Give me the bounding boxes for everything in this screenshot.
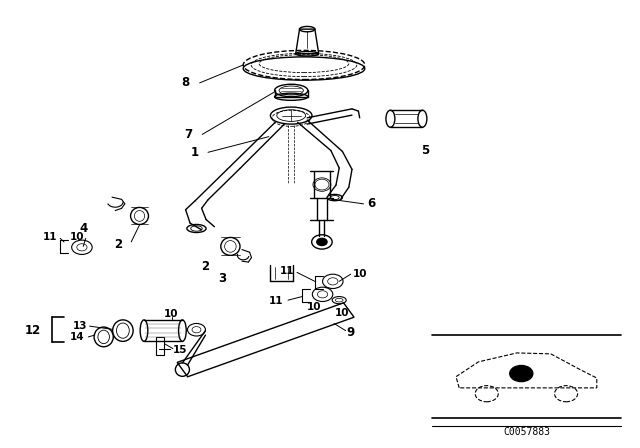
- Text: 11: 11: [280, 266, 294, 276]
- Text: 11: 11: [269, 296, 284, 306]
- Text: 15: 15: [173, 345, 188, 355]
- Text: 11: 11: [43, 232, 57, 241]
- Text: 1: 1: [191, 146, 199, 159]
- Circle shape: [509, 366, 532, 382]
- Text: 10: 10: [335, 308, 349, 318]
- Text: 2: 2: [115, 237, 122, 251]
- Text: 13: 13: [73, 321, 87, 331]
- Text: 10: 10: [307, 302, 321, 312]
- Text: 9: 9: [347, 326, 355, 339]
- Text: 6: 6: [367, 197, 375, 211]
- Text: 10: 10: [70, 232, 84, 241]
- Text: 5: 5: [422, 143, 429, 157]
- Text: 7: 7: [185, 128, 193, 141]
- Text: 4: 4: [79, 222, 87, 235]
- Text: 10: 10: [353, 269, 367, 279]
- Text: 8: 8: [182, 76, 189, 90]
- Text: 2: 2: [201, 260, 209, 273]
- Text: 3: 3: [219, 272, 227, 285]
- Text: 10: 10: [164, 310, 179, 319]
- Text: C0057883: C0057883: [503, 427, 550, 437]
- Circle shape: [317, 238, 327, 246]
- Text: 14: 14: [70, 332, 84, 342]
- Text: 12: 12: [25, 324, 42, 337]
